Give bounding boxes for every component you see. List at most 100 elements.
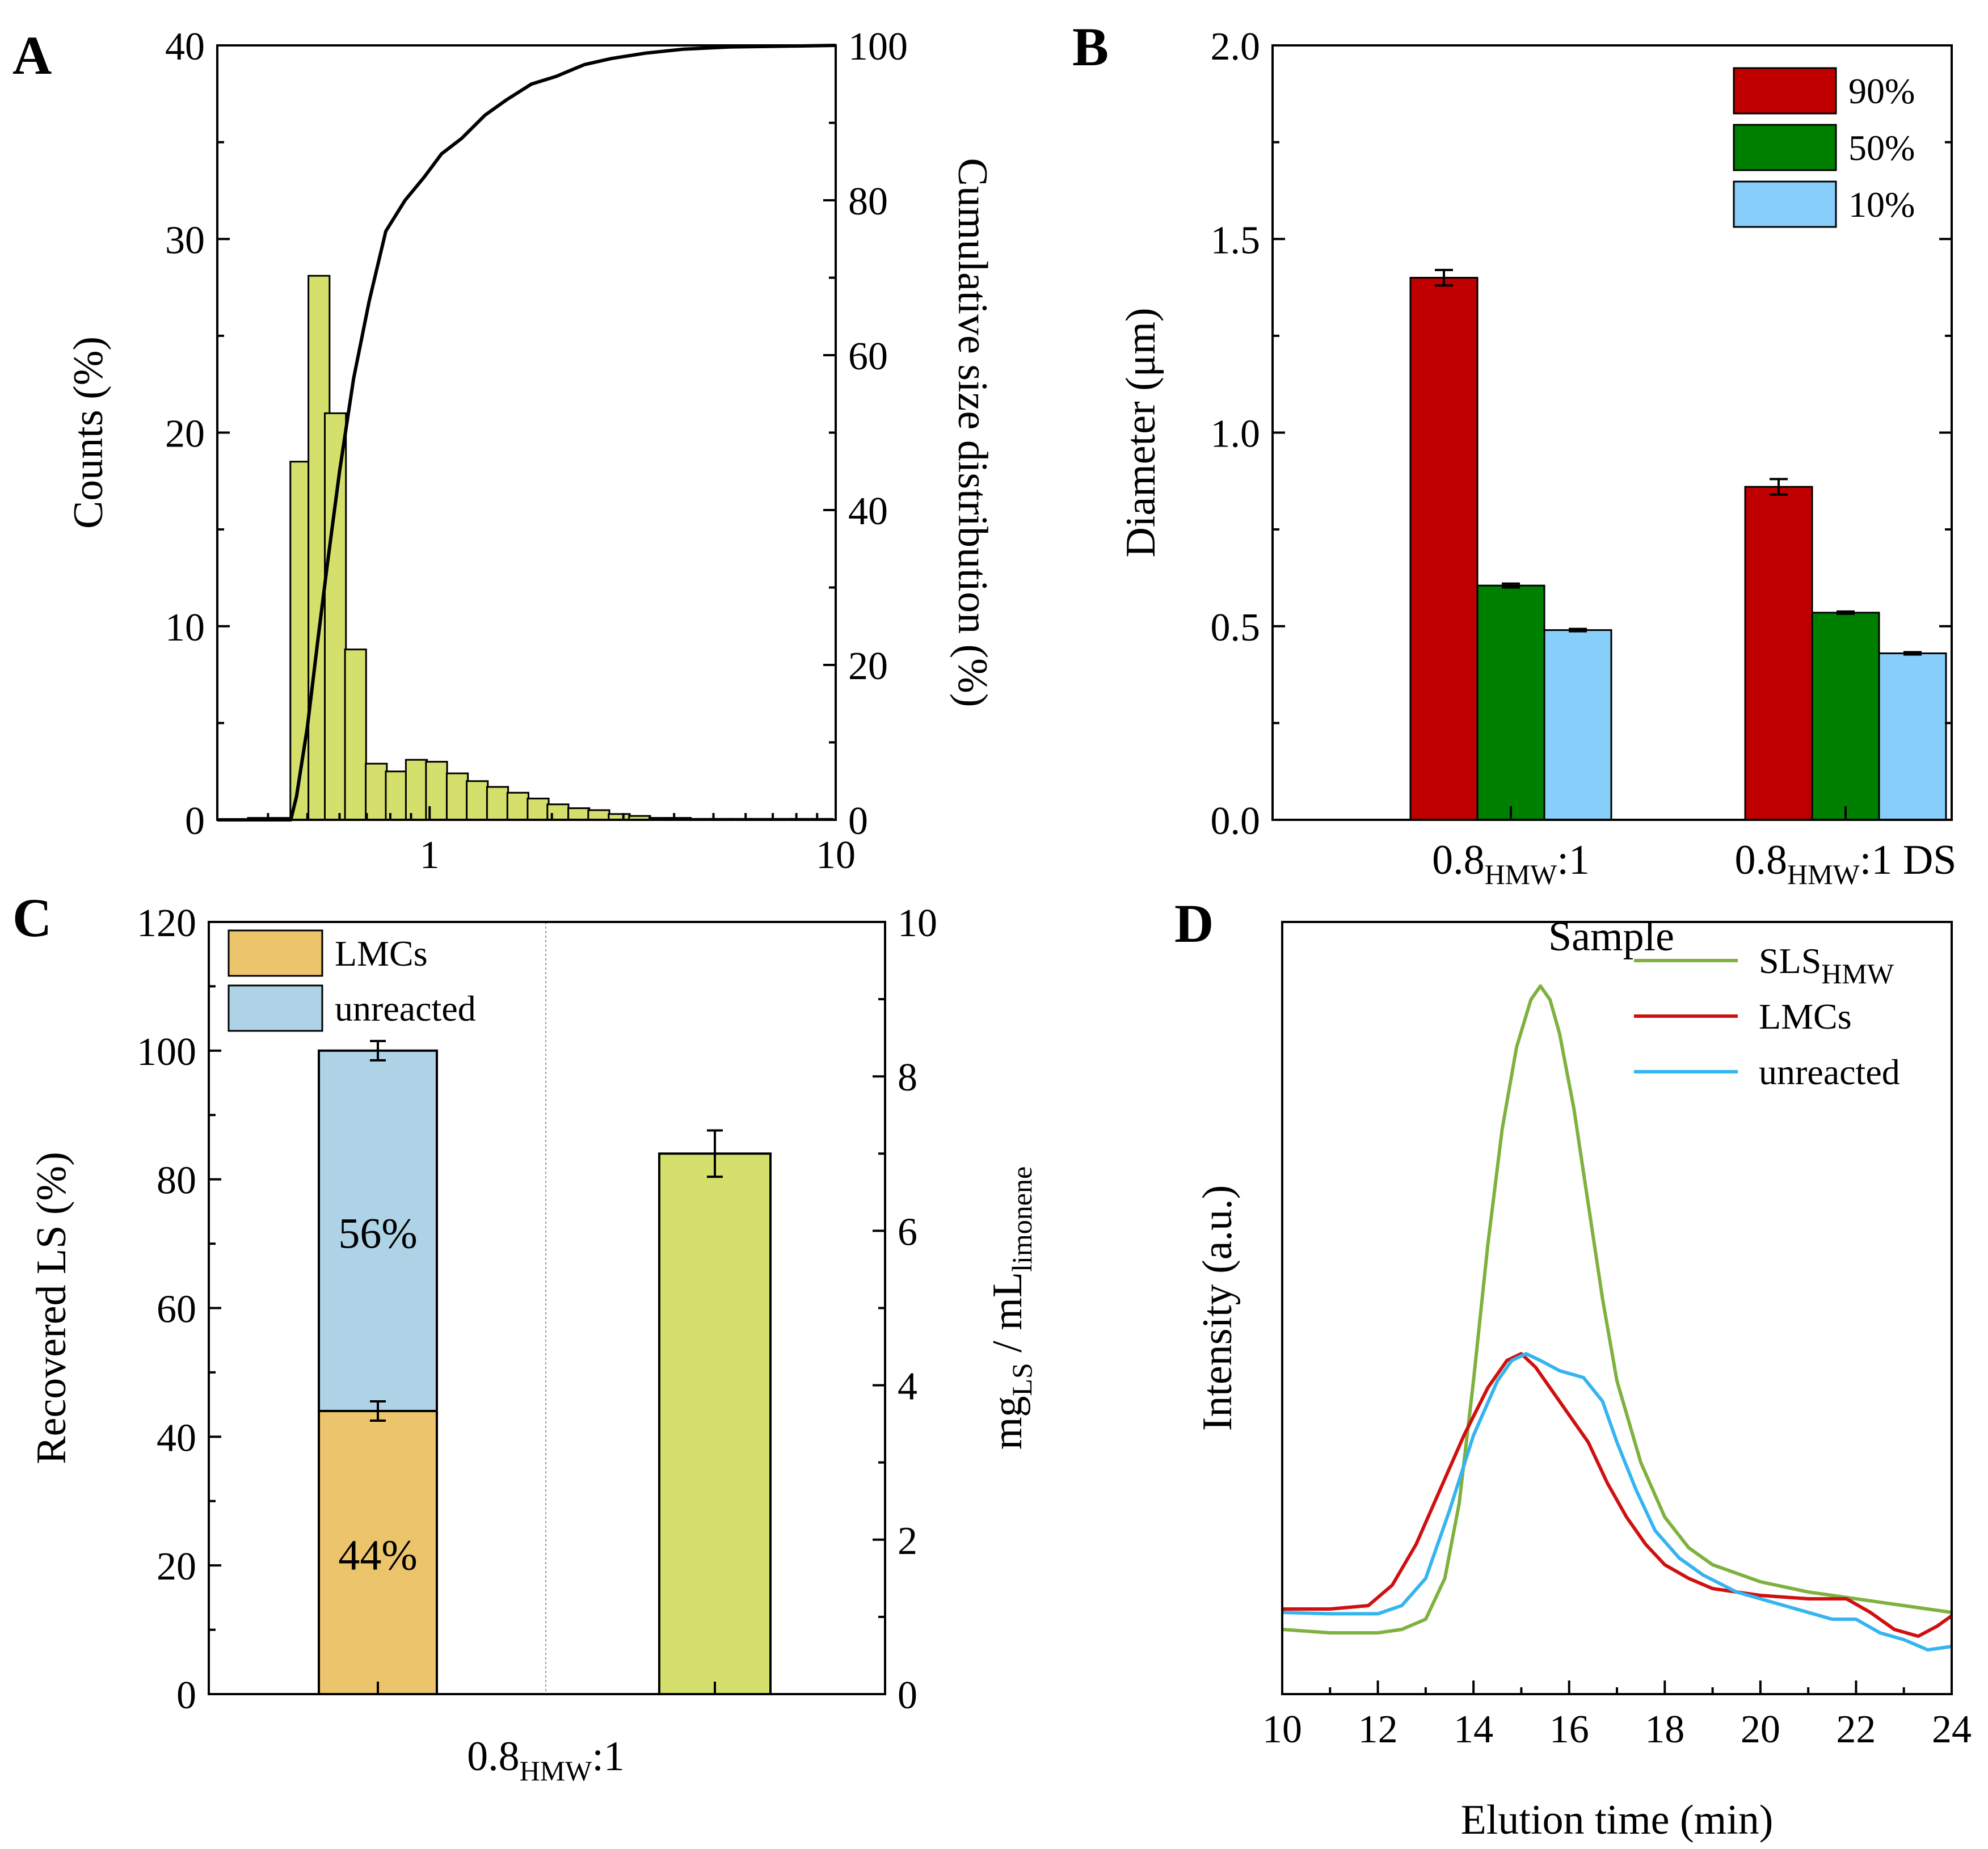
- d-x-tick-label: 22: [1836, 1708, 1876, 1751]
- c-y-tick-label: 20: [157, 1545, 196, 1589]
- c-plot-frame: [208, 921, 886, 1695]
- a-count-bar: [405, 759, 428, 821]
- c-y2-tick-label: 8: [898, 1056, 917, 1100]
- b-y-tick-label: 0.5: [1211, 606, 1261, 650]
- c-y2-axis-title-part-2: / mL: [984, 1272, 1031, 1363]
- b-y-axis-title: Diameter (μm): [1118, 308, 1164, 557]
- b-bar: [1744, 486, 1813, 821]
- c-y-tick-label: 80: [157, 1159, 196, 1203]
- a-cumulative-line: [217, 44, 836, 822]
- d-y-axis-title: Intensity (a.u.): [1194, 1185, 1241, 1431]
- a-y2-tick-label: 20: [848, 645, 888, 688]
- d-legend-label-part-0: unreacted: [1759, 1052, 1900, 1092]
- c-legend-swatch: [228, 929, 323, 977]
- c-y-tick-label: 40: [157, 1416, 196, 1460]
- b-x-tick-label-part-1: HMW: [1787, 858, 1860, 890]
- b-legend-swatch: [1733, 180, 1837, 228]
- c-legend-label: LMCs: [335, 933, 428, 974]
- d-series-line: [1282, 1352, 1953, 1638]
- d-x-tick-label: 18: [1645, 1708, 1684, 1751]
- b-x-tick-label-part-0: 0.8: [1735, 837, 1788, 883]
- d-x-tick-label: 10: [1262, 1708, 1302, 1751]
- a-y-tick-label: 30: [165, 218, 205, 262]
- a-y-tick-label: 40: [165, 25, 205, 69]
- c-legend: LMCs unreacted: [228, 929, 476, 1032]
- c-y2-tick-label: 2: [898, 1519, 917, 1563]
- a-count-bar: [445, 772, 469, 821]
- a-count-bar: [567, 807, 591, 821]
- c-y2-axis-title-part-0: mg: [984, 1396, 1031, 1450]
- a-count-bar: [546, 803, 570, 821]
- a-count-bar: [587, 809, 610, 821]
- b-legend-label: 90%: [1848, 71, 1915, 111]
- panel-b-diameter-bars: 0.00.51.01.52.00.8HMW:1 0.8HMW:1 DSSample…: [1118, 25, 1956, 960]
- panel-letter-a: A: [12, 25, 52, 86]
- d-x-tick-label: 16: [1549, 1708, 1589, 1751]
- b-legend-swatch: [1733, 67, 1837, 115]
- a-count-bar: [466, 780, 489, 821]
- d-series-line: [1282, 984, 1952, 1635]
- c-x-category-label-part-2: :1: [592, 1733, 625, 1780]
- c-legend-label: unreacted: [335, 988, 476, 1029]
- c-y-tick-label: 0: [176, 1674, 196, 1717]
- d-legend: SLSHMW LMCs unreacted: [1634, 941, 1900, 1092]
- a-count-bar: [527, 797, 550, 821]
- d-x-tick-label: 20: [1741, 1708, 1780, 1751]
- d-x-tick-label: 14: [1454, 1708, 1493, 1751]
- b-legend-label: 50%: [1848, 128, 1915, 168]
- d-legend-label-part-0: SLS: [1759, 941, 1821, 981]
- d-plot-frame: [1281, 921, 1953, 1695]
- c-y-axis-title: Recovered LS (%): [28, 1152, 75, 1464]
- a-count-bar: [506, 791, 530, 821]
- a-y2-tick-label: 0: [848, 799, 868, 843]
- c-y2-axis-title-part-3: limonene: [1006, 1166, 1038, 1272]
- c-x-category-label-part-1: HMW: [520, 1755, 593, 1787]
- a-y-tick-label: 0: [185, 799, 205, 843]
- c-legend-swatch: [228, 984, 323, 1032]
- panel-letter-d: D: [1174, 893, 1214, 954]
- b-bar: [1409, 277, 1479, 821]
- b-legend-label: 10%: [1848, 184, 1915, 225]
- a-count-bar: [385, 770, 408, 821]
- panel-c-recovered-bars: 44% 56% 0 20 40 60 80 100 120 0 2 4 6 8 10 0.8HMW:1 Reco…: [28, 902, 1038, 1787]
- d-legend-label-part-0: LMCs: [1759, 996, 1852, 1037]
- a-x-tick-label: 10: [816, 833, 856, 877]
- b-legend-swatch: [1733, 124, 1837, 171]
- b-bar: [1811, 612, 1880, 821]
- c-y2-tick-label: 6: [898, 1210, 917, 1254]
- c-x-category-label: 0.8HMW:1: [467, 1733, 625, 1787]
- c-x-category-label-part-0: 0.8: [467, 1733, 520, 1780]
- c-unreacted-bar: [318, 1049, 438, 1412]
- b-x-tick-label-part-2: :1: [1557, 837, 1590, 883]
- b-y-tick-label: 1.0: [1211, 412, 1261, 456]
- c-y-tick-label: 60: [157, 1288, 196, 1332]
- c-lmcs-bar: [318, 1409, 438, 1695]
- b-x-tick-label-part-1: HMW: [1485, 858, 1558, 890]
- a-x-tick-label: 1: [420, 833, 440, 877]
- c-unreacted-percent-label: 56%: [338, 1210, 417, 1257]
- d-series-line: [1282, 1352, 1952, 1652]
- c-y2-tick-label: 4: [898, 1365, 917, 1409]
- a-y2-tick-label: 80: [848, 180, 888, 224]
- b-y-tick-label: 1.5: [1211, 218, 1261, 262]
- c-y2-axis-title: mgLS / mLlimonene: [984, 1166, 1038, 1450]
- c-y2-tick-label: 0: [898, 1674, 917, 1717]
- a-y-tick-label: 20: [165, 412, 205, 456]
- a-y2-tick-label: 60: [848, 335, 888, 378]
- c-y-tick-label: 120: [137, 902, 196, 945]
- panel-letter-c: C: [12, 887, 52, 948]
- c-lmcs-percent-label: 44%: [338, 1531, 417, 1579]
- a-count-bar: [344, 648, 367, 821]
- a-y2-axis-title: Cumulative size distribution (%): [949, 158, 996, 707]
- c-y2-tick-label: 10: [898, 902, 937, 945]
- a-y-axis-title: Counts (%): [65, 336, 112, 529]
- b-bar: [1476, 584, 1545, 821]
- a-y-tick-label: 10: [165, 606, 205, 650]
- b-y-tick-label: 0.0: [1211, 799, 1261, 843]
- b-y-tick-label: 2.0: [1211, 25, 1261, 69]
- b-x-tick-label: 0.8HMW:1 DS: [1735, 837, 1957, 890]
- b-x-tick-label-part-2: :1 DS: [1860, 837, 1957, 883]
- d-legend-label: SLSHMW: [1759, 941, 1894, 989]
